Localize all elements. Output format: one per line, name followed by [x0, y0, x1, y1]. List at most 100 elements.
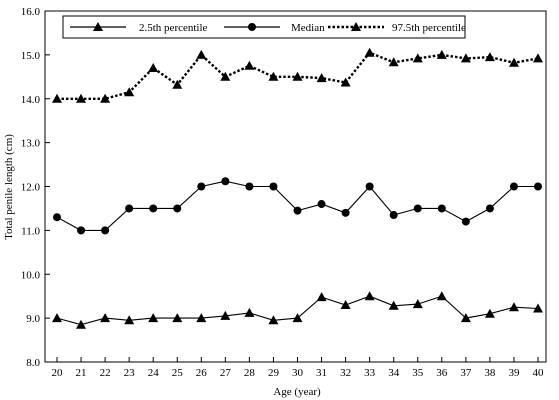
series-2-point-9: [268, 71, 279, 81]
series-2-point-10: [292, 71, 303, 81]
x-tick-label-15: 35: [412, 367, 424, 379]
series-0-point-1: [76, 319, 86, 329]
series-0-point-2: [100, 313, 111, 323]
series-0-point-19: [509, 302, 519, 312]
legend-label-series-1: Median: [291, 22, 325, 34]
series-1-point-9: [269, 182, 278, 191]
series-2-point-8: [244, 60, 255, 70]
series-2-point-1: [76, 93, 86, 103]
series-layer: [52, 47, 543, 329]
series-2-point-17: [460, 53, 471, 63]
series-1-point-3: [125, 204, 134, 213]
series-0-point-20: [533, 303, 543, 313]
x-tick-label-19: 39: [508, 367, 520, 379]
series-1-point-15: [413, 204, 422, 213]
series-1-point-16: [437, 204, 446, 213]
series-0-point-11: [316, 292, 327, 302]
series-1-point-19: [509, 182, 518, 191]
x-tick-label-6: 26: [196, 367, 208, 379]
x-tick-label-5: 25: [172, 367, 184, 379]
y-tick-label-0: 8.0: [26, 357, 40, 369]
x-tick-label-4: 24: [148, 367, 160, 379]
series-2-point-0: [52, 93, 62, 103]
x-tick-label-12: 32: [340, 367, 351, 379]
series-2-point-15: [412, 53, 423, 63]
series-1-point-20: [534, 182, 542, 191]
x-tick-label-7: 27: [220, 367, 232, 379]
legend-marker-series-2: [351, 22, 361, 31]
series-2-point-2: [100, 93, 111, 103]
series-2-point-3: [124, 87, 135, 97]
series-0-point-12: [340, 300, 351, 309]
x-axis-label: Age (year): [273, 386, 321, 398]
y-tick-label-8: 16.0: [21, 6, 41, 18]
y-tick-label-2: 10.0: [21, 269, 41, 281]
series-2-point-7: [220, 71, 231, 81]
y-tick-label-1: 9.0: [26, 313, 40, 325]
series-2-point-12: [340, 77, 351, 87]
series-1-point-5: [173, 204, 182, 213]
series-1-point-1: [77, 226, 86, 235]
x-tick-label-1: 21: [76, 367, 87, 379]
y-tick-label-3: 11.0: [21, 225, 40, 237]
series-0-point-18: [484, 308, 495, 318]
x-tick-label-18: 38: [484, 367, 496, 379]
series-1-point-14: [389, 211, 398, 220]
x-tick-label-2: 22: [100, 367, 111, 379]
x-tick-label-17: 37: [460, 367, 472, 379]
x-tick-label-3: 23: [124, 367, 136, 379]
series-2-point-6: [196, 49, 207, 59]
series-2-point-19: [509, 57, 519, 67]
series-1-point-13: [365, 182, 374, 191]
y-axis-label: Total penile length (cm): [3, 134, 15, 240]
legend-marker-series-1: [248, 23, 256, 31]
x-tick-label-16: 36: [436, 367, 448, 379]
series-0-point-0: [52, 313, 62, 323]
x-tick-label-8: 28: [244, 367, 256, 379]
x-tick-label-13: 33: [364, 367, 376, 379]
y-tick-label-5: 13.0: [21, 138, 41, 150]
series-2-point-5: [172, 79, 183, 89]
series-2-point-11: [316, 73, 327, 83]
legend-marker-series-0: [93, 22, 103, 31]
legend: 2.5th percentile Median 97.5th percentil…: [62, 15, 466, 39]
y-tick-label-6: 14.0: [21, 94, 41, 106]
series-0-point-7: [220, 310, 231, 320]
axes: 8.0 9.0 10.0 11.0 12.0 13.0 14.0 15.0 16.0 20 21 22…: [21, 6, 547, 379]
x-tick-label-11: 31: [316, 367, 327, 379]
series-1-point-6: [197, 182, 206, 191]
x-tick-label-9: 29: [268, 367, 280, 379]
y-tick-label-7: 15.0: [21, 50, 41, 62]
series-1-point-7: [221, 177, 230, 186]
series-0-point-17: [460, 313, 471, 323]
series-0-point-6: [196, 313, 207, 323]
x-tick-label-0: 20: [52, 367, 64, 379]
x-tick-label-10: 30: [292, 367, 304, 379]
series-2-point-13: [364, 47, 375, 57]
series-2-point-20: [533, 53, 543, 63]
series-1-point-17: [461, 217, 470, 226]
series-1-point-18: [485, 204, 494, 213]
series-0-point-16: [436, 291, 447, 301]
series-0-point-15: [412, 299, 423, 309]
series-0-point-10: [292, 313, 303, 323]
series-0-point-9: [268, 315, 279, 325]
plot-frame: [44, 10, 547, 363]
x-tick-label-20: 40: [533, 367, 545, 379]
legend-label-series-0: 2.5th percentile: [139, 22, 208, 34]
series-1-point-8: [245, 182, 254, 191]
series-2-point-18: [484, 52, 495, 62]
series-1-point-0: [53, 213, 61, 222]
series-1-point-12: [341, 208, 350, 217]
series-0-point-5: [172, 313, 183, 323]
y-tick-label-4: 12.0: [21, 182, 41, 194]
series-0-point-13: [364, 291, 375, 301]
series-0-point-8: [244, 307, 255, 317]
x-tick-label-14: 34: [388, 367, 400, 379]
series-1-point-4: [149, 204, 158, 213]
series-0-point-3: [124, 315, 135, 325]
legend-label-series-2: 97.5th percentile: [392, 22, 466, 34]
series-1-point-10: [293, 206, 302, 215]
series-2-point-14: [388, 57, 399, 67]
